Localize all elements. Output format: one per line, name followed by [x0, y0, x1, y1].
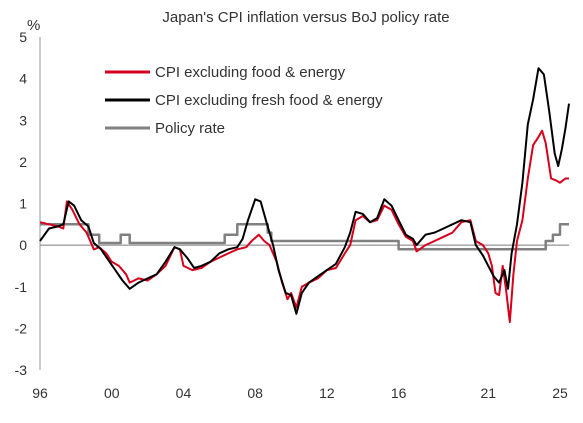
x-tick-label: 21: [481, 385, 497, 401]
x-tick-label: 96: [32, 385, 48, 401]
y-tick-label: 2: [19, 154, 27, 170]
series-line-1: [39, 129, 569, 324]
legend-label: CPI excluding fresh food & energy: [155, 92, 383, 109]
y-tick-label: -1: [15, 279, 28, 295]
series-line-2: [39, 67, 570, 315]
x-tick-label: 04: [176, 385, 192, 401]
y-tick-label: 3: [19, 112, 27, 128]
y-axis-unit-label: %: [27, 17, 40, 34]
legend: CPI excluding food & energy CPI excluding…: [105, 64, 383, 137]
x-tick-label: 16: [391, 385, 407, 401]
x-tick-label: 12: [319, 385, 335, 401]
legend-label: Policy rate: [155, 120, 225, 137]
legend-label: CPI excluding food & energy: [155, 64, 346, 81]
x-tick-label: 25: [552, 385, 568, 401]
chart-title: Japan's CPI inflation versus BoJ policy …: [162, 9, 449, 26]
y-tick-label: 1: [19, 196, 27, 212]
x-tick-label: 08: [247, 385, 263, 401]
y-tick-label: 4: [19, 71, 27, 87]
y-tick-label: -3: [15, 362, 28, 378]
x-tick-label: 00: [104, 385, 120, 401]
y-tick-label: 5: [19, 29, 27, 45]
series-line-3: [40, 223, 569, 251]
y-tick-label: 0: [19, 237, 27, 253]
y-tick-label: -2: [15, 320, 28, 336]
